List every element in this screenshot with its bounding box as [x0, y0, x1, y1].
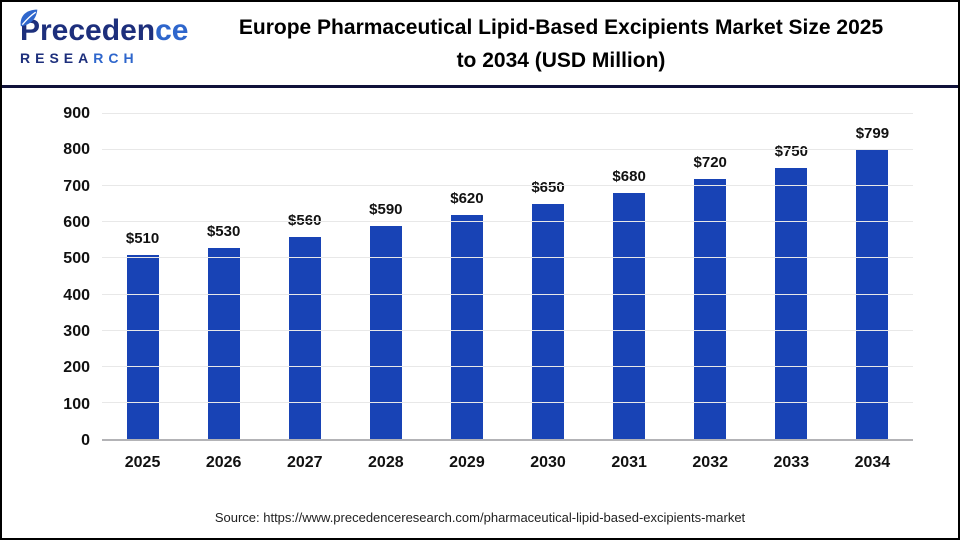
y-tick-label: 300 — [63, 323, 90, 340]
bar — [126, 254, 159, 439]
logo-text-precedence-dark: Preceden — [20, 14, 156, 47]
x-tick-label: 2034 — [854, 454, 891, 471]
bar-slot: $560 — [264, 114, 345, 439]
bar-slot: $650 — [507, 114, 588, 439]
bar — [694, 179, 727, 439]
bar-value-label: $510 — [125, 229, 160, 247]
leaf-icon — [20, 9, 38, 27]
y-tick-label: 400 — [63, 286, 90, 304]
precedence-research-logo: Precedence RESEARCH — [20, 9, 188, 66]
bar — [207, 247, 240, 439]
gridline — [102, 113, 913, 114]
y-tick-label: 600 — [63, 214, 90, 231]
chart-title: Europe Pharmaceutical Lipid-Based Excipi… — [172, 11, 950, 77]
bar — [450, 215, 483, 439]
bar-value-label: $799 — [855, 125, 890, 143]
source-text: Source: https://www.precedenceresearch.c… — [214, 510, 746, 525]
y-axis-labels: 0 100 200 300 400 500 600 700 800 900 — [2, 106, 90, 449]
bar-value-label: $720 — [693, 154, 727, 171]
logo-text-research-dark: RESEA — [20, 50, 94, 66]
plot-area: $510 $530 $560 $590 $620 $650 $680 $720 $750 $799 — [102, 113, 913, 441]
x-tick-label: 2032 — [692, 454, 728, 471]
bar-slot: $720 — [670, 114, 751, 439]
bar-value-label: $650 — [531, 179, 565, 197]
bar-value-label: $620 — [450, 190, 484, 208]
bar-value-label: $680 — [612, 168, 646, 186]
bar-value-label: $530 — [206, 222, 241, 240]
bar-slot: $750 — [751, 114, 832, 439]
chart-title-line-2: to 2034 (USD Million) — [456, 49, 666, 72]
bar — [775, 168, 808, 439]
x-tick-label: 2030 — [530, 454, 566, 471]
x-tick-label: 2033 — [773, 454, 810, 471]
gridline — [102, 365, 913, 367]
y-tick-label: 100 — [63, 395, 90, 413]
x-tick-label: 2031 — [611, 454, 647, 471]
gridline — [102, 257, 913, 259]
bar-slot: $680 — [589, 114, 670, 439]
bar-series: $510 $530 $560 $590 $620 $650 $680 $720 $750 $799 — [102, 114, 913, 439]
y-tick-label: 800 — [63, 141, 90, 159]
gridline — [102, 401, 913, 403]
bar — [369, 225, 402, 439]
logo-wordmark: Precedence — [20, 9, 188, 48]
bar-slot: $510 — [102, 114, 183, 439]
bar-slot: $799 — [832, 114, 913, 439]
gridline — [102, 293, 913, 295]
header: Precedence RESEARCH Europe Pharmaceutica… — [2, 2, 958, 88]
gridline — [102, 149, 913, 151]
x-tick-label: 2026 — [205, 454, 242, 471]
bar — [288, 236, 321, 439]
y-tick-label: 500 — [63, 250, 90, 268]
bar-value-label: $750 — [774, 143, 808, 161]
gridline — [102, 329, 913, 331]
logo-research-label: RESEARCH — [20, 50, 180, 66]
bar-value-label: $590 — [369, 200, 403, 218]
x-tick-label: 2025 — [124, 454, 161, 471]
chart-title-line-1: Europe Pharmaceutical Lipid-Based Excipi… — [238, 16, 884, 39]
x-tick-label: 2027 — [286, 454, 323, 471]
logo-text-research-light: RCH — [93, 50, 139, 66]
bar-slot: $530 — [183, 114, 264, 439]
gridline — [102, 185, 913, 187]
bar — [532, 204, 565, 439]
x-axis-labels: 2025 2026 2027 2028 2029 2030 2031 2032 2033 2034 — [102, 454, 913, 472]
x-tick-label: 2029 — [449, 454, 485, 471]
y-tick-label: 200 — [63, 359, 90, 377]
bar-slot: $620 — [426, 114, 507, 439]
y-tick-label: 0 — [81, 432, 90, 449]
bar — [856, 150, 889, 439]
bar-value-label: $560 — [288, 211, 322, 229]
gridline — [102, 221, 913, 223]
bar-slot: $590 — [345, 114, 426, 439]
bar — [613, 193, 646, 439]
x-tick-label: 2028 — [368, 454, 404, 471]
logo-text-precedence-light: ce — [155, 14, 189, 47]
y-tick-label: 700 — [63, 177, 90, 195]
y-tick-label: 900 — [63, 105, 90, 122]
